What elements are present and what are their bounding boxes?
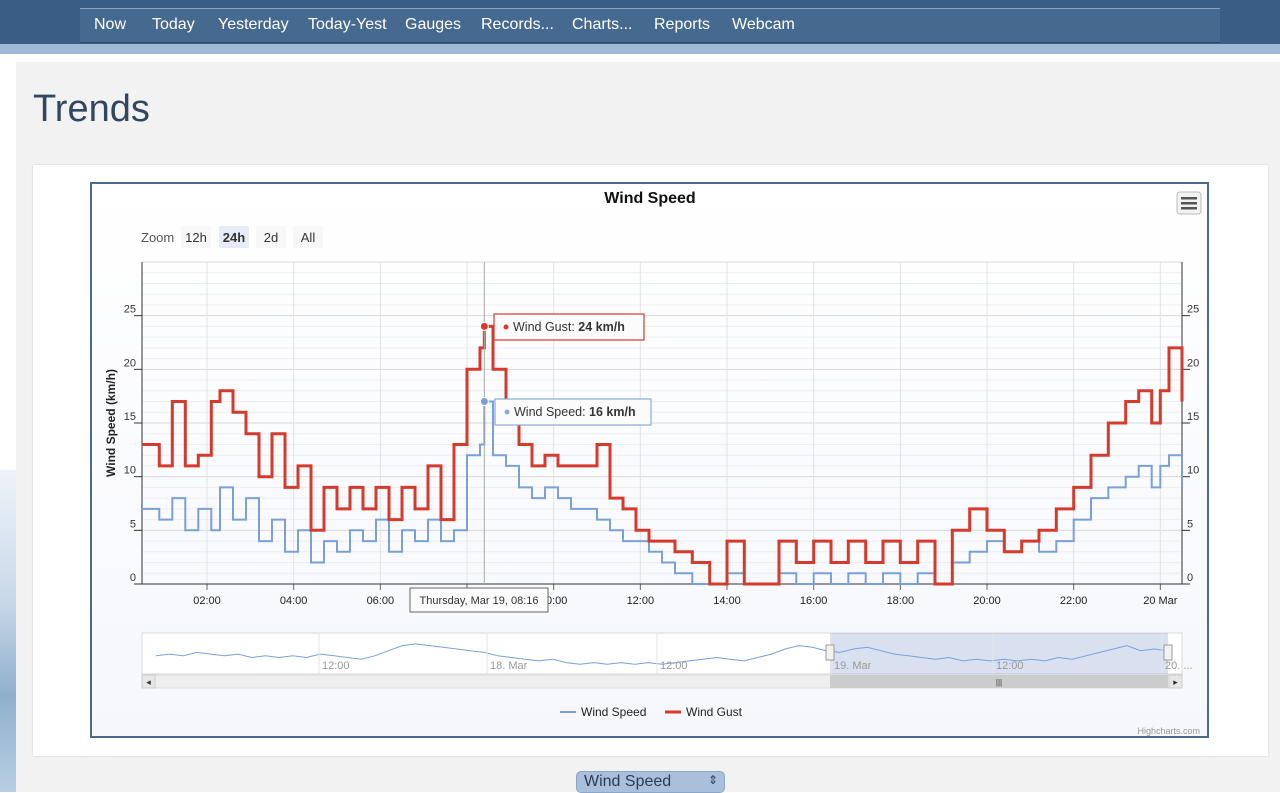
legend-item-wind-speed[interactable]: Wind Speed bbox=[581, 705, 646, 719]
navigator-label: 20. ... bbox=[1165, 660, 1193, 672]
navigator-label: 19. Mar bbox=[834, 660, 872, 672]
scroll-right-arrow-icon: ▸ bbox=[1173, 677, 1178, 687]
nav-item-yesterday[interactable]: Yesterday bbox=[218, 16, 289, 33]
x-tick-label: 12:00 bbox=[627, 595, 655, 607]
zoom-button-12h[interactable]: 12h bbox=[185, 230, 207, 245]
y-tick-label-left: 10 bbox=[124, 465, 136, 477]
zoom-button-24h[interactable]: 24h bbox=[223, 230, 245, 245]
chart-select-value: Wind Speed bbox=[584, 773, 672, 790]
credit-link[interactable]: Highcharts.com bbox=[1137, 726, 1200, 736]
y-tick-label-right: 15 bbox=[1187, 411, 1199, 423]
x-tick-label: 06:00 bbox=[367, 595, 395, 607]
tooltip-wind-gust: Wind Gust: 24 km/h bbox=[493, 313, 645, 341]
zoom-button-bg-12h[interactable] bbox=[181, 226, 211, 248]
menu-bar bbox=[1181, 207, 1197, 210]
y-tick-label-right: 10 bbox=[1187, 465, 1199, 477]
navigator-label: 12:00 bbox=[322, 660, 350, 672]
nav-item-records[interactable]: Records... bbox=[481, 16, 554, 33]
background-image-strip bbox=[0, 470, 16, 792]
y-tick-label-left: 20 bbox=[124, 357, 136, 369]
navigator-label: 18. Mar bbox=[490, 660, 528, 672]
y-tick-label-left: 15 bbox=[124, 411, 136, 423]
hamburger-menu-icon[interactable] bbox=[1176, 191, 1202, 215]
tooltip-wind-speed-text: Wind Speed: 16 km/h bbox=[514, 405, 636, 419]
x-tick-label: 18:00 bbox=[887, 595, 915, 607]
zoom-button-bg-All[interactable] bbox=[293, 226, 323, 248]
x-tick-label: 02:00 bbox=[193, 595, 221, 607]
y-tick-label-left: 5 bbox=[130, 518, 136, 530]
nav-item-today[interactable]: Today bbox=[152, 16, 195, 33]
main-nav: Now Today Yesterday Today-Yest Gauges Re… bbox=[80, 8, 1220, 43]
tooltip-wind-gust-dot bbox=[503, 324, 509, 330]
navigator-background bbox=[141, 632, 1183, 675]
y-tick-label-right: 25 bbox=[1187, 304, 1199, 316]
zoom-label: Zoom bbox=[141, 230, 174, 245]
x-tick-label: 14:00 bbox=[713, 595, 741, 607]
hover-point-gust bbox=[479, 321, 489, 331]
tooltip-wind-speed-dot bbox=[504, 409, 510, 415]
y-tick-label-right: 0 bbox=[1187, 572, 1193, 584]
date-label-box bbox=[409, 587, 549, 613]
date-label: Thursday, Mar 19, 08:16 bbox=[419, 595, 538, 607]
nav-item-reports[interactable]: Reports bbox=[654, 16, 711, 33]
tooltip-wind-speed: Wind Speed: 16 km/h bbox=[494, 398, 652, 426]
x-tick-label: 04:00 bbox=[280, 595, 308, 607]
scrollbar-left-button[interactable] bbox=[141, 674, 156, 689]
tooltip-wind-speed-box bbox=[494, 398, 652, 426]
legend: Wind Speed Wind Gust bbox=[560, 705, 743, 719]
zoom-button-bg-24h[interactable] bbox=[219, 226, 249, 248]
up-down-chevron-icon: ⇕ bbox=[707, 773, 718, 787]
navigator-label: 12:00 bbox=[660, 660, 688, 672]
y-tick-label-right: 20 bbox=[1187, 357, 1199, 369]
hover-point-speed bbox=[479, 397, 489, 407]
nav-item-now[interactable]: Now bbox=[94, 16, 127, 33]
y-tick-label-left: 25 bbox=[124, 304, 136, 316]
y-axis-title: Wind Speed (km/h) bbox=[104, 369, 118, 477]
navigator-handle[interactable] bbox=[1163, 644, 1173, 661]
navigator-series-line bbox=[155, 643, 1169, 665]
nav-item-gauges[interactable]: Gauges bbox=[405, 16, 462, 33]
x-tick-label: 20:00 bbox=[973, 595, 1001, 607]
series-line-wind-speed bbox=[142, 400, 1183, 585]
y-tick-label-left: 0 bbox=[130, 572, 136, 584]
chart-select[interactable]: Wind Speed ⇕ bbox=[576, 771, 725, 793]
legend-item-wind-gust[interactable]: Wind Gust bbox=[686, 705, 743, 719]
nav-item-charts[interactable]: Charts... bbox=[572, 16, 633, 33]
nav-item-today-yest[interactable]: Today-Yest bbox=[308, 16, 387, 33]
zoom-button-All[interactable]: All bbox=[301, 230, 316, 245]
page-title: Trends bbox=[33, 88, 150, 130]
x-tick-label: 22:00 bbox=[1060, 595, 1088, 607]
scrollbar-right-button[interactable] bbox=[1168, 674, 1183, 689]
series-line-wind-gust bbox=[142, 324, 1184, 586]
chart-title: Wind Speed bbox=[604, 190, 695, 207]
x-tick-label: 20 Mar bbox=[1143, 595, 1178, 607]
menu-bar bbox=[1181, 197, 1197, 200]
zoom-button-2d[interactable]: 2d bbox=[264, 230, 278, 245]
x-tick-label: 16:00 bbox=[800, 595, 828, 607]
navigator-mask bbox=[830, 633, 1168, 674]
menu-bar bbox=[1181, 202, 1197, 205]
top-strip bbox=[0, 44, 1280, 54]
zoom-button-bg-2d[interactable] bbox=[256, 226, 286, 248]
scrollbar-thumb[interactable] bbox=[830, 675, 1168, 688]
tooltip-wind-gust-text: Wind Gust: 24 km/h bbox=[513, 320, 625, 334]
tooltip-wind-gust-box bbox=[493, 313, 645, 341]
y-tick-label-right: 5 bbox=[1187, 518, 1193, 530]
navigator-handle[interactable] bbox=[825, 644, 835, 661]
scroll-left-arrow-icon: ◂ bbox=[146, 677, 151, 687]
navigator-label: 12:00 bbox=[996, 660, 1024, 672]
scrollbar-grip-icon: ||| bbox=[996, 678, 1002, 687]
nav-item-webcam[interactable]: Webcam bbox=[732, 16, 795, 33]
